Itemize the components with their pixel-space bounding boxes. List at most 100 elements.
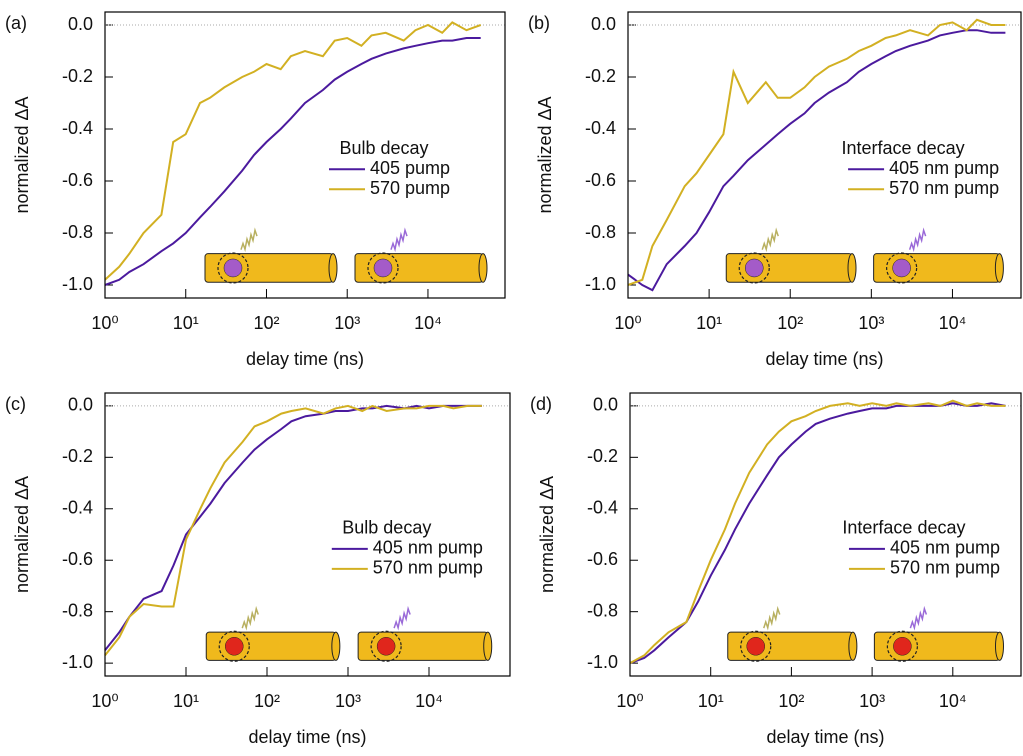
bulb bbox=[225, 637, 244, 656]
bulb-outline bbox=[886, 252, 918, 284]
legend-label: 405 nm pump bbox=[373, 538, 483, 558]
light-pulse bbox=[240, 227, 258, 253]
bulb-outline bbox=[217, 252, 249, 284]
x-tick-label: 10¹ bbox=[173, 313, 199, 333]
y-tick-label: -0.2 bbox=[587, 446, 618, 466]
legend-label: 570 nm pump bbox=[889, 178, 999, 198]
bulb bbox=[746, 637, 765, 656]
bulb-outline bbox=[367, 252, 399, 284]
x-tick-label: 10³ bbox=[859, 691, 885, 711]
light-pulse bbox=[393, 605, 411, 631]
y-tick-label: -1.0 bbox=[585, 274, 616, 294]
series-line bbox=[104, 404, 482, 657]
y-tick-label: -0.6 bbox=[585, 170, 616, 190]
legend-title: Bulb decay bbox=[342, 518, 431, 538]
bulb bbox=[893, 637, 912, 656]
y-tick-label: 0.0 bbox=[68, 14, 93, 34]
bulb bbox=[376, 637, 396, 656]
y-tick-label: -1.0 bbox=[587, 652, 618, 672]
series-line bbox=[104, 21, 482, 281]
x-tick-label: 10² bbox=[254, 691, 280, 711]
x-tick-label: 10² bbox=[778, 691, 804, 711]
light-pulse bbox=[761, 227, 779, 253]
panel-label: (d) bbox=[530, 394, 552, 414]
nanorod-end bbox=[848, 631, 858, 661]
y-axis-label: normalized ΔA bbox=[12, 96, 32, 213]
x-tick-label: 10¹ bbox=[173, 691, 199, 711]
x-tick-label: 10⁰ bbox=[91, 313, 118, 333]
y-tick-label: -0.4 bbox=[62, 118, 93, 138]
y-axis-label: normalized ΔA bbox=[12, 476, 32, 593]
x-tick-label: 10⁴ bbox=[415, 691, 443, 711]
x-tick-label: 10⁴ bbox=[939, 313, 967, 333]
x-tick-label: 10⁴ bbox=[939, 691, 967, 711]
bulb-outline bbox=[218, 630, 250, 662]
panel-label: (c) bbox=[5, 394, 26, 414]
y-tick-label: -1.0 bbox=[62, 274, 93, 294]
y-tick-label: -0.6 bbox=[62, 170, 93, 190]
light-pulse bbox=[908, 227, 927, 253]
legend-label: 405 nm pump bbox=[889, 158, 999, 178]
y-tick-label: -0.2 bbox=[62, 66, 93, 86]
series-line bbox=[627, 29, 1006, 292]
bulb bbox=[373, 258, 393, 278]
y-tick-label: 0.0 bbox=[68, 395, 93, 415]
x-tick-label: 10¹ bbox=[696, 313, 722, 333]
bulb bbox=[892, 258, 911, 278]
y-axis-label: normalized ΔA bbox=[535, 96, 555, 213]
legend-title: Interface decay bbox=[842, 138, 965, 158]
x-tick-label: 10² bbox=[253, 313, 279, 333]
nanorod-end bbox=[994, 631, 1004, 661]
y-tick-label: -0.2 bbox=[62, 446, 93, 466]
legend-label: 405 nm pump bbox=[890, 538, 1000, 558]
bulb-outline bbox=[738, 252, 770, 284]
light-pulse bbox=[763, 605, 781, 631]
bulb bbox=[745, 258, 764, 278]
y-tick-label: -1.0 bbox=[62, 652, 93, 672]
y-tick-label: -0.8 bbox=[587, 600, 618, 620]
plot-frame bbox=[627, 11, 1022, 299]
y-tick-label: -0.6 bbox=[62, 549, 93, 569]
legend-label: 405 pump bbox=[370, 158, 450, 178]
plot-frame bbox=[104, 11, 506, 299]
x-tick-label: 10¹ bbox=[698, 691, 724, 711]
legend-label: 570 nm pump bbox=[890, 558, 1000, 578]
nanorod-end bbox=[478, 253, 488, 283]
y-tick-label: -0.8 bbox=[62, 600, 93, 620]
series-line bbox=[629, 399, 1006, 664]
x-axis-label: delay time (ns) bbox=[248, 727, 366, 747]
legend-title: Interface decay bbox=[842, 518, 965, 538]
nanorod-end bbox=[483, 631, 493, 661]
y-tick-label: -0.4 bbox=[585, 118, 616, 138]
y-tick-label: 0.0 bbox=[593, 395, 618, 415]
y-tick-label: -0.4 bbox=[62, 498, 93, 518]
x-tick-label: 10⁴ bbox=[414, 313, 442, 333]
y-axis-label: normalized ΔA bbox=[537, 476, 557, 593]
x-tick-label: 10⁰ bbox=[616, 691, 643, 711]
y-tick-label: -0.2 bbox=[585, 66, 616, 86]
y-tick-label: -0.4 bbox=[587, 498, 618, 518]
y-tick-label: 0.0 bbox=[591, 14, 616, 34]
x-axis-label: delay time (ns) bbox=[765, 349, 883, 369]
nanorod-end bbox=[328, 253, 338, 283]
bulb-outline bbox=[370, 630, 402, 662]
nanorod-end bbox=[331, 631, 341, 661]
y-tick-label: -0.8 bbox=[585, 222, 616, 242]
legend-label: 570 nm pump bbox=[373, 558, 483, 578]
bulb-outline bbox=[740, 630, 772, 662]
x-tick-label: 10² bbox=[777, 313, 803, 333]
series-line bbox=[104, 37, 481, 286]
nanorod-end bbox=[994, 253, 1004, 283]
panel-label: (a) bbox=[5, 13, 27, 33]
x-tick-label: 10³ bbox=[335, 691, 361, 711]
x-axis-label: delay time (ns) bbox=[766, 727, 884, 747]
panel-label: (b) bbox=[528, 13, 550, 33]
legend-title: Bulb decay bbox=[339, 138, 428, 158]
bulb bbox=[223, 258, 243, 278]
light-pulse bbox=[390, 227, 408, 253]
legend-label: 570 pump bbox=[370, 178, 450, 198]
plot-frame bbox=[629, 392, 1022, 677]
x-tick-label: 10³ bbox=[334, 313, 360, 333]
x-tick-label: 10³ bbox=[858, 313, 884, 333]
